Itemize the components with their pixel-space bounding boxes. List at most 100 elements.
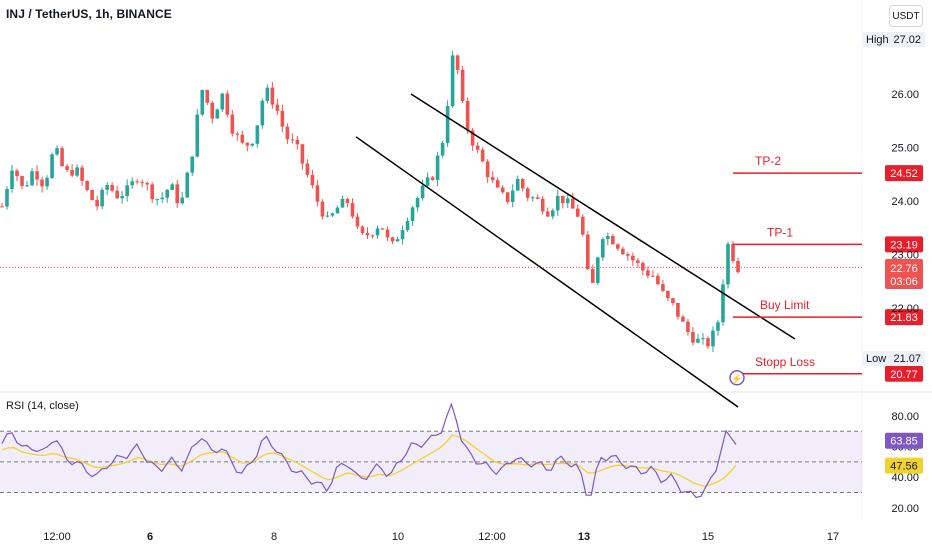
candle-body — [621, 248, 625, 255]
level-label-1: TP-1 — [767, 225, 793, 239]
candle-body — [45, 177, 49, 187]
candle-body — [230, 114, 235, 134]
candle-body — [470, 130, 475, 146]
price-tick-2: 24.00 — [891, 196, 919, 208]
candle-body — [310, 174, 315, 186]
candle-body — [616, 244, 620, 249]
candle-body — [636, 260, 640, 263]
candle-body — [60, 148, 64, 167]
candle-body — [100, 189, 104, 207]
low-tag — [863, 351, 925, 366]
candle-body — [270, 87, 275, 105]
rsi-ma-value: 47.56 — [890, 461, 918, 473]
candle-body — [150, 184, 155, 200]
level-tag-1 — [885, 236, 923, 253]
candle-body — [35, 171, 39, 180]
candle-body — [410, 207, 415, 222]
candle-body — [706, 338, 710, 347]
candle-body — [305, 163, 310, 175]
current-price-tag — [885, 259, 923, 289]
high-label: High — [866, 34, 889, 46]
candle-body — [656, 275, 660, 285]
candle-body — [110, 184, 114, 191]
channel-upper-line — [410, 93, 796, 340]
candle-body — [170, 184, 175, 190]
candle-body — [736, 260, 740, 273]
candle-body — [225, 93, 230, 115]
high-tag — [863, 32, 925, 47]
candle-body — [565, 198, 570, 204]
time-tick-5: 13 — [578, 531, 590, 543]
candle-body — [545, 211, 550, 217]
candle-body — [190, 156, 195, 173]
rsi-value-tag — [885, 432, 923, 449]
candle-body — [255, 125, 260, 144]
candle-body — [606, 236, 610, 240]
candle-body — [365, 233, 370, 236]
level-tag-0 — [885, 165, 923, 182]
channel-lower-line — [355, 136, 739, 408]
candle-body — [450, 55, 455, 107]
candle-body — [555, 195, 560, 211]
alert-clock-icon — [729, 370, 745, 386]
high-value: 27.02 — [893, 34, 921, 46]
candle-body — [120, 196, 124, 199]
candle-body — [180, 197, 185, 204]
candle-body — [280, 110, 285, 127]
candle-body — [155, 199, 160, 201]
candle-body — [415, 198, 420, 208]
rsi-line — [1, 402, 737, 499]
candle-body — [711, 330, 715, 347]
countdown-value: 03:06 — [890, 276, 918, 288]
candle-body — [345, 198, 350, 204]
candle-body — [395, 239, 400, 242]
candle-body — [235, 133, 240, 135]
candle-body — [295, 140, 300, 145]
current-price-value: 22.76 — [890, 263, 918, 275]
low-value: 21.07 — [893, 353, 921, 365]
candle-body — [651, 275, 655, 277]
candle-body — [40, 179, 44, 187]
candle-body — [626, 254, 630, 256]
level-value-0: 24.52 — [890, 168, 918, 180]
candle-body — [716, 322, 720, 331]
candle-body — [165, 189, 170, 198]
candle-body — [440, 143, 445, 156]
time-tick-2: 8 — [271, 531, 277, 543]
level-value-2: 21.83 — [890, 312, 918, 324]
candle-body — [420, 185, 425, 199]
level-tag-3 — [885, 365, 923, 382]
candle-body — [335, 207, 340, 214]
candle-body — [350, 203, 355, 217]
candle-body — [200, 89, 205, 115]
candle-body — [390, 237, 395, 242]
candle-body — [65, 166, 69, 171]
candle-body — [455, 55, 460, 70]
candle-body — [540, 198, 545, 212]
candle-body — [115, 190, 119, 199]
candle-body — [435, 155, 440, 180]
currency-button[interactable]: USDT — [889, 5, 923, 27]
candle-body — [370, 235, 375, 237]
candle-body — [260, 100, 265, 126]
price-tick-4: 22.00 — [891, 303, 919, 315]
candle-body — [445, 106, 450, 144]
candle-body — [285, 126, 290, 140]
candle-body — [585, 234, 590, 270]
candle-body — [185, 172, 190, 198]
candle-body — [375, 228, 380, 236]
rsi-title: RSI (14, close) — [6, 400, 79, 412]
candle-body — [25, 185, 29, 187]
candle-body — [580, 216, 585, 235]
candle-body — [596, 257, 600, 283]
time-tick-0: 12:00 — [43, 531, 71, 543]
candle-body — [15, 170, 19, 177]
candle-body — [160, 197, 165, 200]
candle-body — [525, 188, 530, 198]
time-tick-1: 6 — [147, 531, 153, 543]
low-label: Low — [866, 353, 886, 365]
candle-body — [50, 154, 54, 178]
alert-bolt-icon: ⚡ — [731, 373, 742, 385]
